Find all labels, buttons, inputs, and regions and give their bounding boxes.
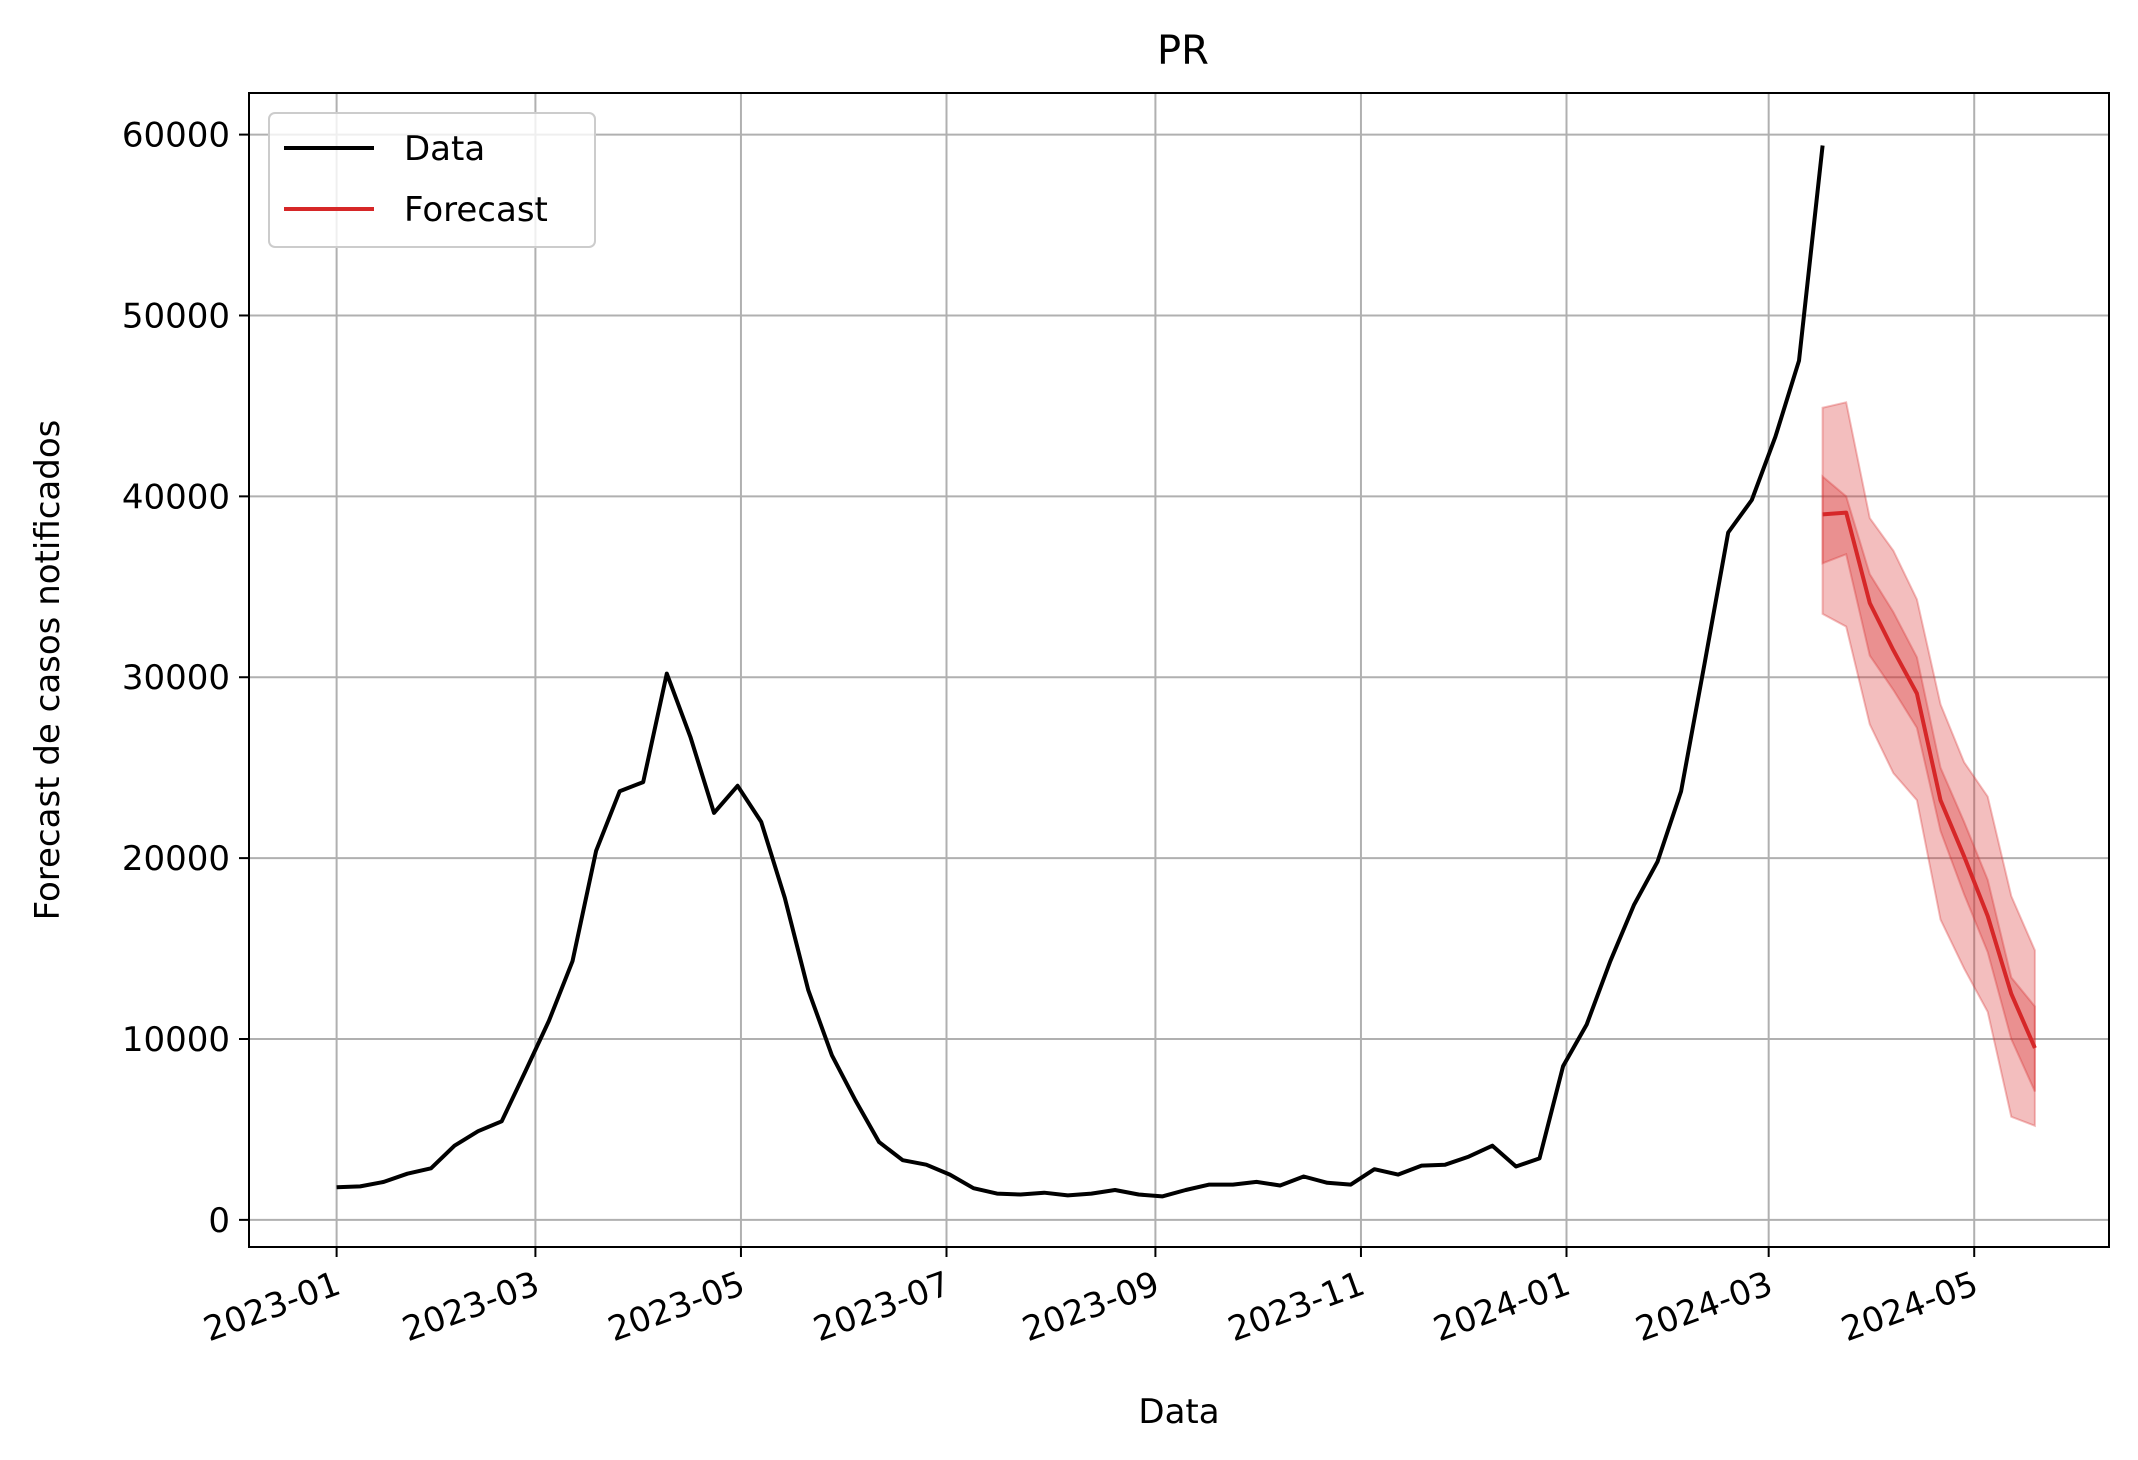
y-axis-label: Forecast de casos notificados bbox=[28, 420, 68, 921]
y-tick-label: 40000 bbox=[122, 477, 230, 517]
forecast-bands bbox=[1821, 401, 2036, 1128]
y-tick-label: 0 bbox=[208, 1201, 230, 1241]
series-lines bbox=[336, 145, 2037, 1199]
y-tick-label: 20000 bbox=[122, 839, 230, 879]
legend-label: Data bbox=[404, 129, 485, 169]
legend: Data Forecast bbox=[268, 112, 596, 248]
legend-label: Forecast bbox=[404, 190, 548, 230]
y-tick-label: 60000 bbox=[122, 116, 230, 156]
forecast-inner-band bbox=[1821, 474, 2036, 1092]
chart-title: PR bbox=[1157, 28, 1209, 74]
x-axis-label: Data bbox=[1138, 1392, 1219, 1432]
plot-frame bbox=[248, 92, 2110, 1248]
forecast-series-line bbox=[1822, 510, 2037, 1049]
y-tick-label: 10000 bbox=[122, 1020, 230, 1060]
data-series-line bbox=[336, 145, 1825, 1199]
y-tick-label: 30000 bbox=[122, 658, 230, 698]
y-tick-label: 50000 bbox=[122, 296, 230, 336]
grid bbox=[249, 93, 2109, 1247]
forecast-outer-band bbox=[1821, 401, 2036, 1128]
